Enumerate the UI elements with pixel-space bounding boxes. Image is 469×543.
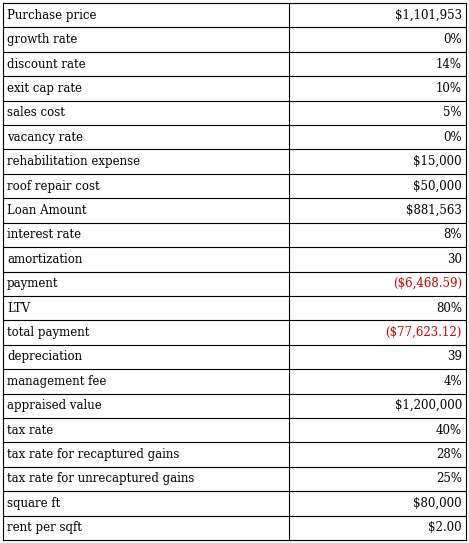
Text: 10%: 10% — [436, 82, 462, 95]
Text: sales cost: sales cost — [7, 106, 65, 119]
Text: LTV: LTV — [7, 301, 30, 314]
Text: tax rate: tax rate — [7, 424, 53, 437]
Text: rent per sqft: rent per sqft — [7, 521, 82, 534]
Text: 40%: 40% — [436, 424, 462, 437]
Text: $1,101,953: $1,101,953 — [395, 9, 462, 22]
Text: ($6,468.59): ($6,468.59) — [393, 277, 462, 290]
Text: 80%: 80% — [436, 301, 462, 314]
Text: $50,000: $50,000 — [413, 180, 462, 193]
Text: interest rate: interest rate — [7, 229, 81, 242]
Text: 30: 30 — [447, 253, 462, 266]
Text: $1,200,000: $1,200,000 — [395, 399, 462, 412]
Text: roof repair cost: roof repair cost — [7, 180, 99, 193]
Text: exit cap rate: exit cap rate — [7, 82, 82, 95]
Text: 0%: 0% — [443, 33, 462, 46]
Text: 5%: 5% — [443, 106, 462, 119]
Text: tax rate for recaptured gains: tax rate for recaptured gains — [7, 448, 179, 461]
Text: tax rate for unrecaptured gains: tax rate for unrecaptured gains — [7, 472, 194, 485]
Text: discount rate: discount rate — [7, 58, 86, 71]
Text: vacancy rate: vacancy rate — [7, 131, 83, 144]
Text: amortization: amortization — [7, 253, 83, 266]
Text: square ft: square ft — [7, 497, 60, 510]
Text: appraised value: appraised value — [7, 399, 102, 412]
Text: $881,563: $881,563 — [406, 204, 462, 217]
Text: depreciation: depreciation — [7, 350, 82, 363]
Text: 8%: 8% — [444, 229, 462, 242]
Text: payment: payment — [7, 277, 59, 290]
Text: 4%: 4% — [443, 375, 462, 388]
Text: 14%: 14% — [436, 58, 462, 71]
Text: $80,000: $80,000 — [413, 497, 462, 510]
Text: 0%: 0% — [443, 131, 462, 144]
Text: growth rate: growth rate — [7, 33, 77, 46]
Text: Purchase price: Purchase price — [7, 9, 97, 22]
Text: 25%: 25% — [436, 472, 462, 485]
Text: ($77,623.12): ($77,623.12) — [386, 326, 462, 339]
Text: 39: 39 — [447, 350, 462, 363]
Text: total payment: total payment — [7, 326, 90, 339]
Text: 28%: 28% — [436, 448, 462, 461]
Text: Loan Amount: Loan Amount — [7, 204, 86, 217]
Text: $2.00: $2.00 — [428, 521, 462, 534]
Text: $15,000: $15,000 — [413, 155, 462, 168]
Text: management fee: management fee — [7, 375, 106, 388]
Text: rehabilitation expense: rehabilitation expense — [7, 155, 140, 168]
